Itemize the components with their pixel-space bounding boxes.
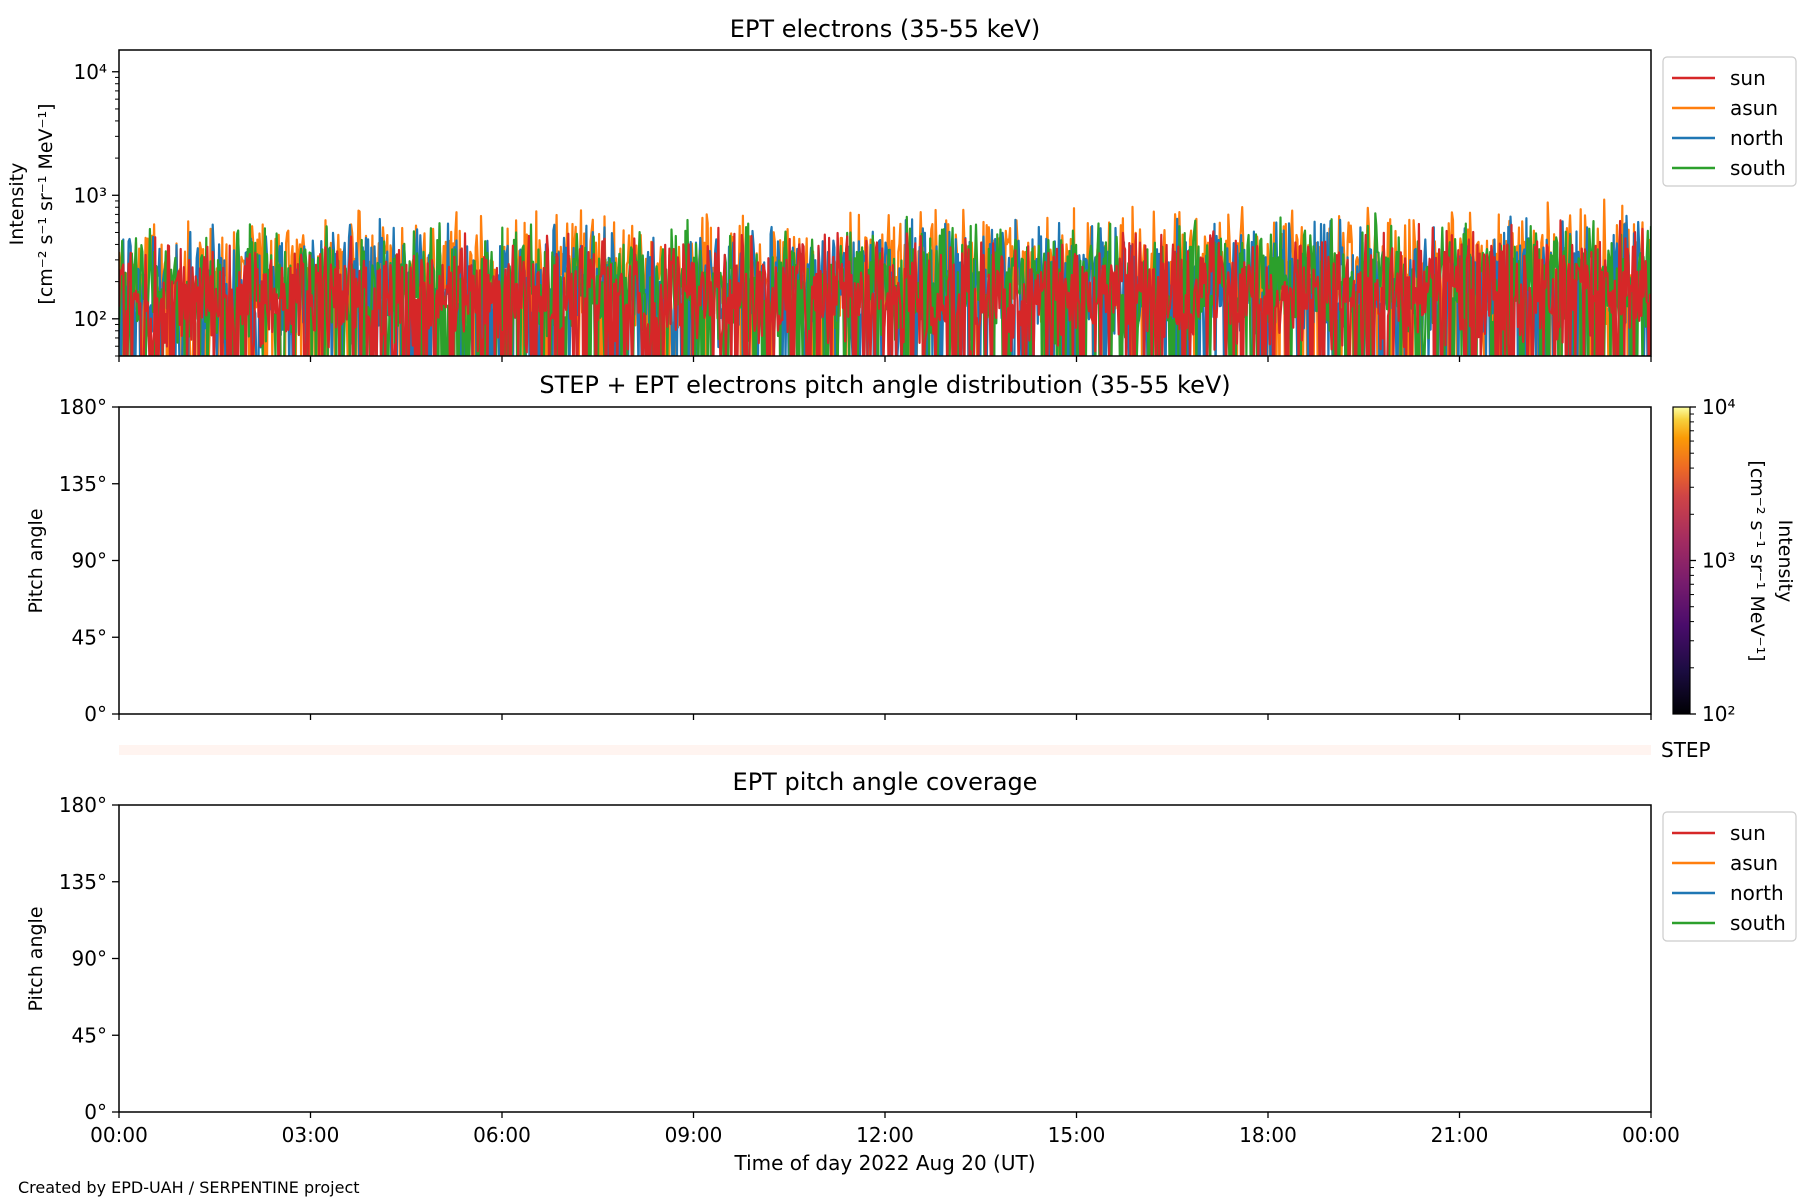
legend3-north-label: north	[1730, 881, 1784, 905]
step-strip	[119, 745, 1651, 755]
panel3-y-tick-label-3: 135°	[59, 870, 107, 894]
panel1-y-tick-label-1: 10³	[74, 183, 107, 207]
panel1-legend: sun asun north south	[1662, 56, 1797, 187]
panel2-y-ticks: 0° 45° 90° 135° 180°	[59, 395, 119, 726]
panel3-legend-box	[1662, 811, 1797, 942]
legend1-south-label: south	[1730, 156, 1786, 180]
panel2-y-tick-label-2: 90°	[72, 549, 107, 573]
panel3-legend: sun asun north south	[1662, 811, 1797, 942]
colorbar-label: Intensity	[1774, 520, 1796, 603]
panel2-y-tick-label-0: 0°	[84, 702, 107, 726]
x-axis-label: Time of day 2022 Aug 20 (UT)	[733, 1151, 1035, 1175]
intensity-line-north	[119, 214, 1651, 356]
panel2-frame	[118, 406, 1652, 715]
colorbar-units: [cm⁻² s⁻¹ sr⁻¹ MeV⁻¹]	[1746, 460, 1768, 661]
panel3-ylabel: Pitch angle	[25, 906, 47, 1011]
legend1-north-label: north	[1730, 126, 1784, 150]
x-tick-label-5: 15:00	[1048, 1123, 1106, 1147]
panel3-frame	[118, 804, 1652, 1113]
colorbar-tick-label-2: 10⁴	[1702, 395, 1735, 419]
panel3-x-ticks: 00:00 03:00 06:00 09:00 12:00 15:00 18:00 21:00…	[90, 1112, 1680, 1147]
x-tick-label-7: 21:00	[1431, 1123, 1489, 1147]
panel-pitch-angle-coverage: EPT pitch angle coverage 0° 45° 90° 135° 180…	[25, 768, 1797, 1175]
panel1-ylabel-line1: Intensity	[6, 163, 28, 246]
legend3-south-label: south	[1730, 911, 1786, 935]
footer-credit: Created by EPD-UAH / SERPENTINE project	[18, 1178, 360, 1197]
legend1-asun-label: asun	[1730, 96, 1778, 120]
panel2-x-ticks	[118, 714, 1652, 720]
panel1-y-tick-label-2: 10⁴	[74, 60, 107, 84]
panel2-y-tick-label-1: 45°	[72, 625, 107, 649]
legend3-asun-label: asun	[1730, 851, 1778, 875]
panel1-ylabel-line2: [cm⁻² s⁻¹ sr⁻¹ MeV⁻¹]	[35, 103, 57, 304]
intensity-line-south	[119, 212, 1651, 356]
panel2-y-tick-label-3: 135°	[59, 472, 107, 496]
x-tick-label-4: 12:00	[856, 1123, 914, 1147]
step-label: STEP	[1661, 738, 1711, 762]
panel3-y-tick-label-0: 0°	[84, 1100, 107, 1124]
panel3-y-tick-label-1: 45°	[72, 1023, 107, 1047]
colorbar-ticks: 10² 10³ 10⁴	[1690, 395, 1735, 726]
x-tick-label-1: 03:00	[282, 1123, 340, 1147]
panel1-x-ticks	[118, 356, 1652, 362]
panel-pitch-angle-distribution: STEP + EPT electrons pitch angle distrib…	[25, 371, 1796, 762]
x-tick-label-6: 18:00	[1239, 1123, 1297, 1147]
panel1-legend-box	[1662, 56, 1797, 187]
intensity-series-group	[119, 198, 1651, 356]
colorbar-gradient	[1672, 406, 1691, 715]
panel3-y-ticks: 0° 45° 90° 135° 180°	[59, 793, 119, 1124]
colorbar: 10² 10³ 10⁴ Intensity [cm⁻² s⁻¹ sr⁻¹ MeV⁻¹…	[1672, 395, 1796, 726]
x-tick-label-3: 09:00	[665, 1123, 723, 1147]
legend3-sun-label: sun	[1730, 821, 1766, 845]
panel3-y-tick-label-2: 90°	[72, 947, 107, 971]
panel1-y-ticks: 10² 10³ 10⁴	[74, 60, 119, 357]
panel2-ylabel: Pitch angle	[25, 508, 47, 613]
x-tick-label-2: 06:00	[473, 1123, 531, 1147]
x-tick-label-0: 00:00	[90, 1123, 148, 1147]
panel2-y-tick-label-4: 180°	[59, 395, 107, 419]
panel1-title: EPT electrons (35-55 keV)	[730, 15, 1040, 43]
intensity-line-sun	[119, 219, 1651, 356]
panel-intensity: EPT electrons (35-55 keV) 10² 10³ 10⁴ Inte…	[6, 15, 1797, 362]
panel2-title: STEP + EPT electrons pitch angle distrib…	[539, 371, 1230, 399]
panel3-y-tick-label-4: 180°	[59, 793, 107, 817]
panel3-title: EPT pitch angle coverage	[733, 768, 1038, 796]
colorbar-tick-label-0: 10²	[1702, 702, 1735, 726]
colorbar-tick-label-1: 10³	[1702, 549, 1735, 573]
legend1-sun-label: sun	[1730, 66, 1766, 90]
x-tick-label-8: 00:00	[1622, 1123, 1680, 1147]
panel1-y-tick-label-0: 10²	[74, 307, 107, 331]
